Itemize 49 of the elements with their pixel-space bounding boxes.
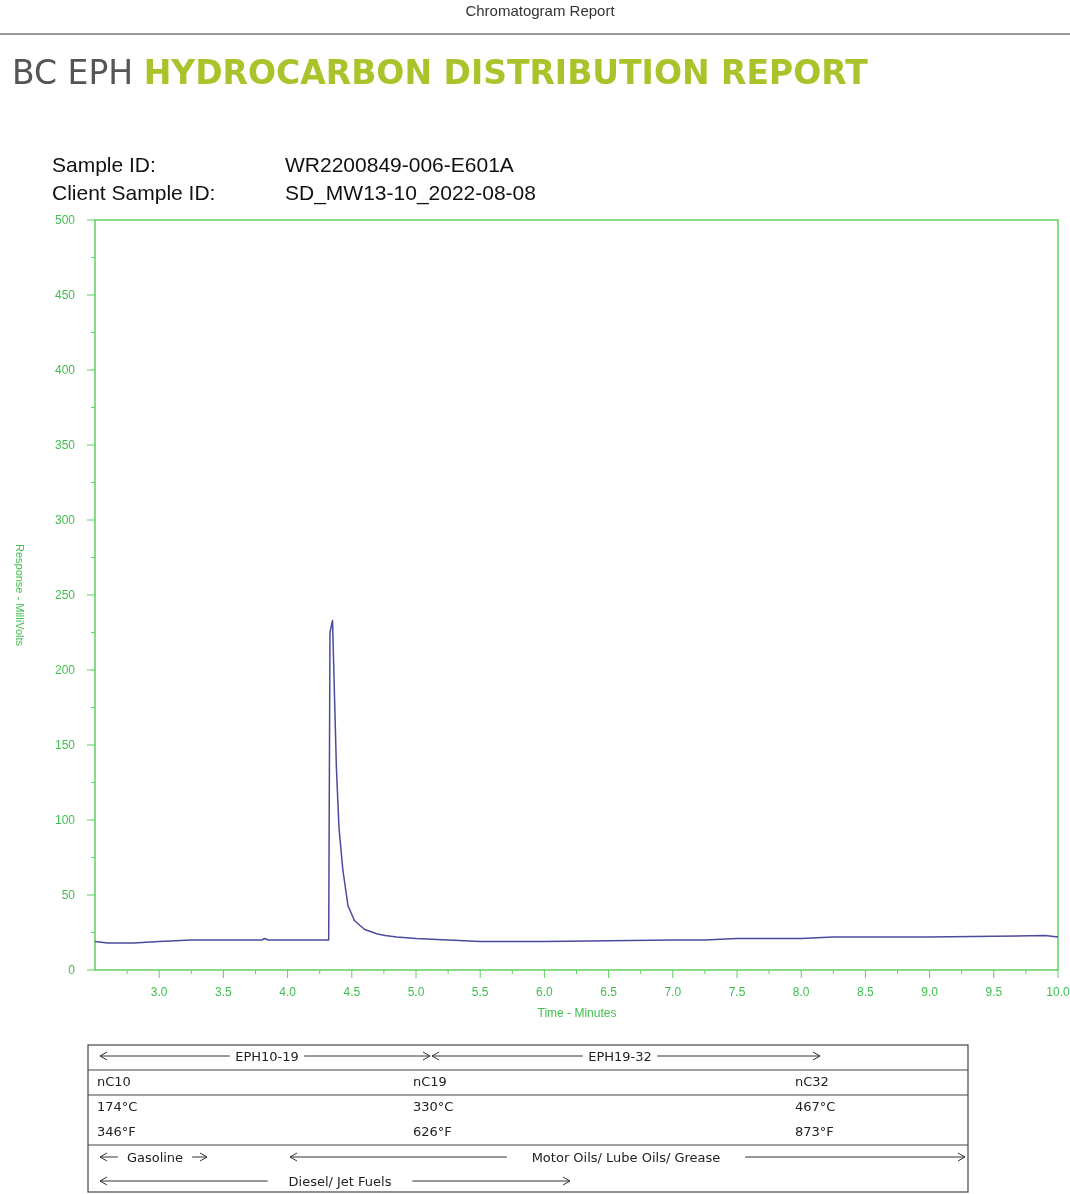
x-tick-label: 5.0 xyxy=(407,985,425,999)
text: 467°C xyxy=(795,1099,836,1114)
text: 174°C xyxy=(97,1099,138,1114)
text: Motor Oils/ Lube Oils/ Grease xyxy=(531,1150,721,1165)
text: nC10 xyxy=(97,1074,131,1089)
text: Client Sample ID: xyxy=(52,181,216,204)
y-tick-label: 0 xyxy=(68,963,76,977)
x-tick-label: 6.0 xyxy=(536,985,554,999)
text: EPH10-19 xyxy=(235,1049,299,1064)
y-tick-label: 500 xyxy=(54,213,76,227)
x-tick-label: 8.5 xyxy=(857,985,875,999)
y-axis-title: Response - MilliVolts xyxy=(14,543,26,647)
y-tick-label: 200 xyxy=(54,663,76,677)
y-tick-label: 450 xyxy=(54,288,76,302)
text: WR2200849-006-E601A xyxy=(285,153,514,176)
x-tick-label: 9.5 xyxy=(985,985,1003,999)
text: SD_MW13-10_2022-08-08 xyxy=(285,181,536,205)
text: 873°F xyxy=(795,1124,834,1139)
text: 346°F xyxy=(97,1124,136,1139)
y-tick-label: 150 xyxy=(54,738,76,752)
x-tick-label: 4.5 xyxy=(343,985,361,999)
x-tick-label: 7.0 xyxy=(664,985,682,999)
x-tick-label: 3.5 xyxy=(215,985,233,999)
y-tick-label: 300 xyxy=(54,513,76,527)
text: Diesel/ Jet Fuels xyxy=(288,1174,392,1189)
y-tick-label: 100 xyxy=(54,813,76,827)
x-tick-label: 8.0 xyxy=(792,985,810,999)
y-tick-label: 350 xyxy=(54,438,76,452)
y-tick-label: 50 xyxy=(61,888,76,902)
text: Gasoline xyxy=(126,1150,184,1165)
text: 626°F xyxy=(413,1124,452,1139)
x-axis-title: Time - Minutes xyxy=(537,1006,617,1020)
text: nC19 xyxy=(413,1074,447,1089)
x-tick-label: 10.0 xyxy=(1046,985,1070,999)
line-series xyxy=(94,619,1059,944)
text: 330°C xyxy=(413,1099,454,1114)
y-tick-label: 400 xyxy=(54,363,76,377)
x-tick-label: 3.0 xyxy=(150,985,168,999)
x-tick-label: 6.5 xyxy=(600,985,618,999)
x-tick-label: 4.0 xyxy=(279,985,297,999)
x-tick-label: 5.5 xyxy=(471,985,489,999)
chart-title: BC EPH HYDROCARBON DISTRIBUTION REPORT xyxy=(12,53,869,92)
text: Sample ID: xyxy=(52,153,156,176)
text: Chromatogram Report xyxy=(465,2,616,19)
text: EPH19-32 xyxy=(588,1049,652,1064)
x-tick-label: 9.0 xyxy=(921,985,939,999)
y-tick-label: 250 xyxy=(54,588,76,602)
text: nC32 xyxy=(795,1074,829,1089)
x-tick-label: 7.5 xyxy=(728,985,746,999)
